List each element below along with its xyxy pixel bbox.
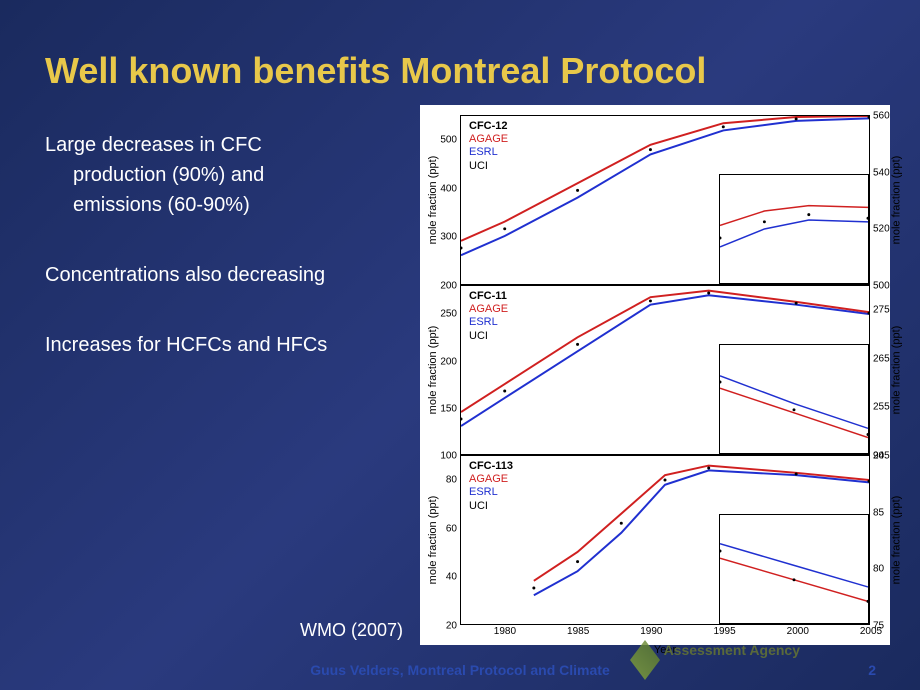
inset-curves-2 (720, 345, 868, 453)
yticks-r-1: 500520540560 (871, 116, 899, 284)
chart-panel: mole fraction (ppt) mole fraction (ppt) … (420, 105, 890, 645)
bullet-1: Large decreases in CFC production (90%) … (45, 130, 405, 220)
page-number: 2 (868, 662, 876, 678)
citation: WMO (2007) (300, 620, 403, 641)
agency-label: Assessment Agency (664, 642, 800, 658)
bullet-list: Large decreases in CFC production (90%) … (45, 130, 405, 400)
subplot-cfc11: mole fraction (ppt) mole fraction (ppt) … (460, 285, 870, 455)
bullet-1-line1: Large decreases in CFC (45, 134, 262, 156)
bullet-1-line2: production (90%) and (45, 160, 405, 190)
inset-3 (719, 514, 869, 624)
subplot-cfc12: mole fraction (ppt) mole fraction (ppt) … (460, 115, 870, 285)
slide-title: Well known benefits Montreal Protocol (45, 50, 706, 92)
yticks-r-2: 245255265275 (871, 286, 899, 454)
footer-text: Guus Velders, Montreal Protocol and Clim… (0, 662, 920, 678)
inset-2 (719, 344, 869, 454)
yticks-3: 20406080 (431, 456, 459, 624)
yticks-2: 100150200250 (431, 286, 459, 454)
yticks-1: 200300400500 (431, 116, 459, 284)
xticks: 198019851990199520002005 (461, 626, 869, 638)
bullet-1-line3: emissions (60-90%) (45, 190, 405, 220)
inset-curves-1 (720, 175, 868, 283)
subplot-cfc113: mole fraction (ppt) mole fraction (ppt) … (460, 455, 870, 625)
yticks-r-3: 75808590 (871, 456, 899, 624)
inset-1 (719, 174, 869, 284)
bullet-2: Concentrations also decreasing (45, 260, 405, 290)
inset-curves-3 (720, 515, 868, 623)
bullet-3: Increases for HCFCs and HFCs (45, 330, 405, 360)
